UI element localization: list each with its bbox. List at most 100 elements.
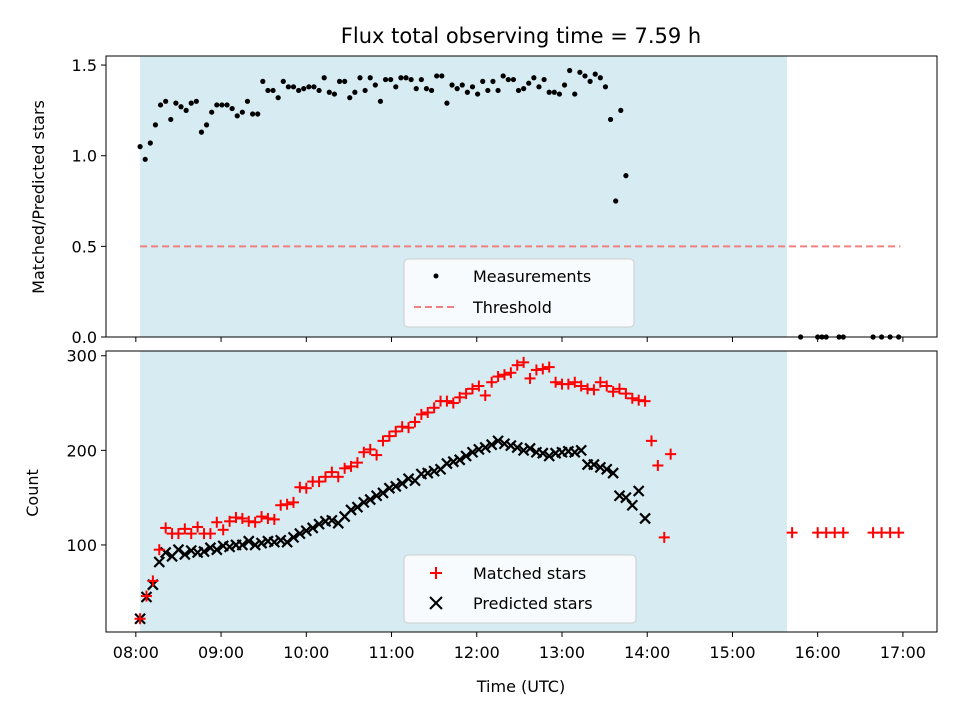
- predicted-star-point: [364, 493, 376, 506]
- top-y-tick-label: 1.0: [72, 147, 97, 166]
- measurement-point: [536, 84, 542, 90]
- measurement-point: [157, 102, 164, 108]
- measurement-point: [362, 87, 368, 94]
- matched-star-point: [364, 443, 376, 455]
- measurement-point: [173, 100, 179, 106]
- measurement-point: [423, 86, 430, 92]
- measurement-point: [224, 102, 230, 108]
- measurement-point: [142, 156, 148, 162]
- measurement-point: [475, 91, 481, 97]
- chart-title: Flux total observing time = 7.59 h: [341, 24, 701, 48]
- measurement-point: [285, 84, 291, 90]
- matched-star-point: [486, 376, 498, 388]
- predicted-star-point: [390, 480, 402, 493]
- measurement-point: [168, 116, 174, 123]
- matched-star-point: [415, 408, 427, 420]
- predicted-star-point: [441, 457, 453, 470]
- measurement-point: [209, 109, 215, 115]
- matched-star-point: [594, 376, 606, 388]
- matched-star-point: [268, 513, 280, 525]
- predicted-star-point: [358, 496, 370, 509]
- measurement-point: [618, 107, 624, 113]
- matched-star-point: [358, 446, 370, 458]
- measurement-point: [413, 86, 419, 92]
- predicted-star-point: [517, 444, 530, 457]
- predicted-star-point: [242, 535, 255, 547]
- measurement-point: [347, 95, 353, 101]
- predicted-star-point: [594, 461, 607, 474]
- measurement-point: [454, 86, 460, 92]
- predicted-star-point: [485, 438, 498, 451]
- bottom-y-tick-label: 100: [66, 536, 97, 555]
- predicted-star-point: [588, 458, 600, 471]
- predicted-star-point: [453, 454, 466, 466]
- predicted-star-point: [479, 441, 492, 454]
- measurement-point: [577, 69, 583, 75]
- matched-star-point: [614, 383, 626, 395]
- measurement-point: [602, 84, 609, 90]
- matched-star-point: [639, 395, 651, 407]
- measurement-point: [556, 91, 563, 97]
- measurement-point: [357, 75, 363, 81]
- measurement-point: [490, 78, 496, 84]
- matched-star-point: [428, 402, 440, 414]
- predicted-star-point: [268, 536, 281, 548]
- measurement-point: [377, 98, 384, 104]
- matched-star-point: [134, 613, 146, 625]
- legend-measurements: Measurements: [473, 267, 591, 286]
- measurement-point: [572, 91, 578, 97]
- measurement-point: [403, 75, 409, 81]
- measurement-point: [485, 87, 491, 94]
- predicted-star-point: [313, 518, 325, 530]
- predicted-star-point: [172, 543, 185, 556]
- measurement-point: [587, 78, 593, 84]
- x-tick-label: 16:00: [795, 643, 841, 662]
- top-legend: Measurements Threshold: [403, 258, 635, 328]
- predicted-star-point: [421, 467, 434, 479]
- measurement-point: [306, 84, 312, 90]
- matched-star-point: [893, 527, 905, 539]
- measurement-point: [214, 102, 220, 108]
- measurement-point: [434, 73, 440, 79]
- measurement-point: [418, 76, 424, 83]
- measurement-point: [270, 87, 276, 94]
- measurement-point: [265, 87, 271, 94]
- predicted-star-point: [396, 477, 408, 490]
- predicted-star-point: [639, 512, 651, 525]
- predicted-star-point: [223, 541, 236, 553]
- measurement-point: [582, 73, 588, 79]
- matched-star-point: [160, 522, 172, 534]
- matched-star-point: [786, 527, 798, 539]
- matched-star-point: [147, 575, 159, 587]
- matched-star-point: [601, 380, 613, 392]
- legend-threshold: Threshold: [472, 298, 552, 317]
- predicted-star-point: [300, 524, 313, 537]
- predicted-star-point: [211, 543, 223, 556]
- top-panel: 0.0 0.5 1.0 1.5 Matched/Predicted stars Mea…: [29, 55, 938, 347]
- measurement-point: [607, 116, 614, 123]
- matched-star-point: [204, 528, 216, 540]
- predicted-star-point: [306, 522, 319, 534]
- matched-star-point: [313, 476, 325, 488]
- measurement-point: [561, 82, 568, 88]
- matched-star-point: [665, 448, 677, 460]
- predicted-star-point: [287, 531, 300, 544]
- measurement-point: [613, 198, 619, 204]
- matched-star-point: [371, 449, 383, 461]
- measurement-point: [388, 76, 394, 83]
- measurement-point: [428, 87, 435, 94]
- measurement-point: [372, 82, 378, 88]
- predicted-star-point: [281, 536, 293, 548]
- matched-star-point: [351, 457, 363, 469]
- matched-star-point: [172, 528, 184, 540]
- measurement-point: [521, 86, 527, 92]
- measurement-point: [301, 86, 307, 92]
- matched-star-point: [300, 482, 312, 494]
- matched-star-point: [505, 367, 517, 379]
- measurement-point: [526, 80, 532, 86]
- matched-star-point: [377, 435, 389, 447]
- measurement-point: [567, 67, 573, 74]
- bottom-y-tick-label: 200: [66, 441, 97, 460]
- matched-star-point: [562, 378, 574, 390]
